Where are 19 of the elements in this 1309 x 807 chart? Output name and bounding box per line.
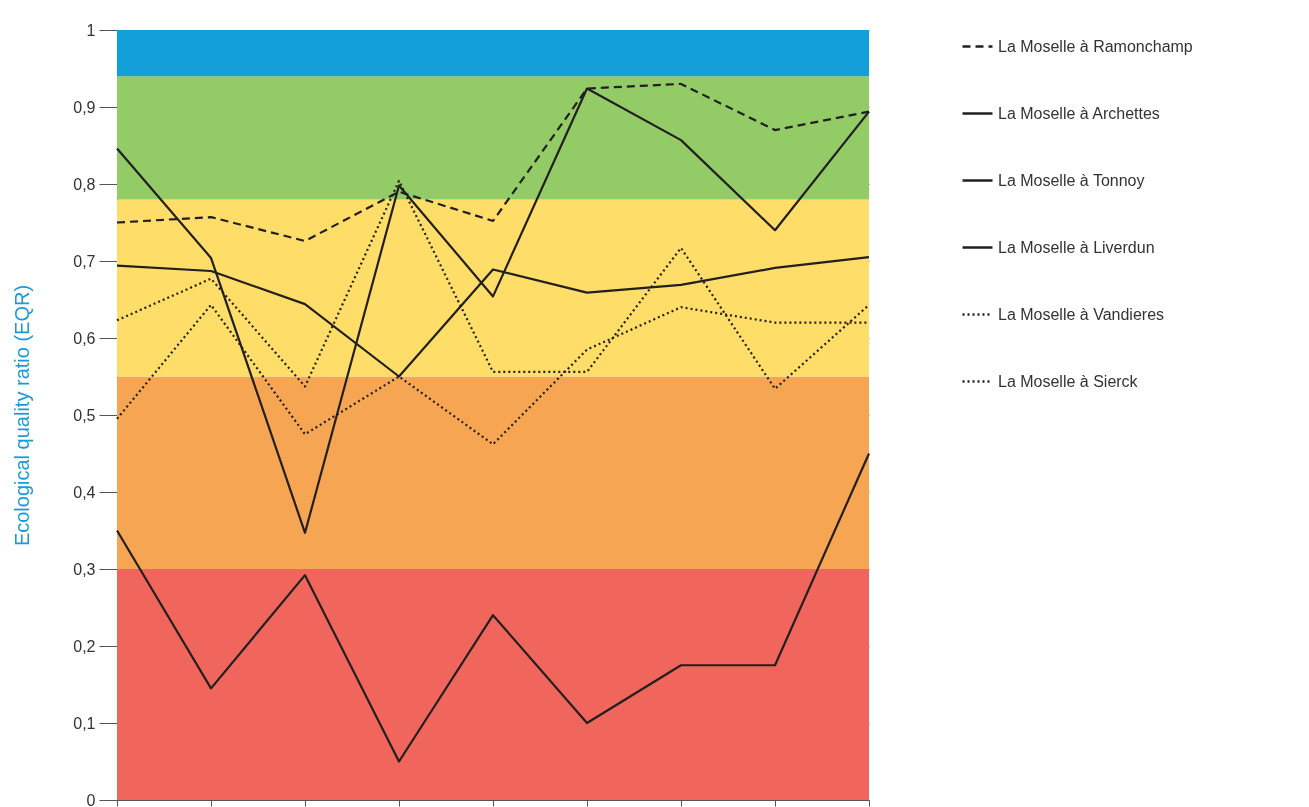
legend-label: La Moselle à Sierck	[998, 372, 1139, 390]
line-series	[115, 452, 871, 763]
y-tick-label: 0	[86, 791, 96, 807]
y-tick-label: 0,1	[73, 714, 96, 732]
y-tick-label: 0,4	[73, 483, 96, 501]
y-tick-label: 0,2	[73, 637, 96, 655]
legend-label: La Moselle à Archettes	[998, 104, 1160, 122]
legend-label: La Moselle à Vandieres	[998, 305, 1165, 323]
legend-label: La Moselle à Liverdun	[998, 238, 1155, 256]
y-tick-label: 0,6	[73, 329, 96, 347]
y-tick-label: 0,3	[73, 560, 96, 578]
y-tick-label: 0,7	[73, 252, 96, 270]
legend-label: La Moselle à Tonnoy	[998, 171, 1145, 189]
legend-label: La Moselle à Ramonchamp	[998, 37, 1193, 55]
y-tick-label: 0,5	[73, 406, 96, 424]
y-axis-title: Ecological quality ratio (EQR)	[11, 284, 34, 547]
y-tick-label: 1	[86, 21, 96, 39]
y-tick-label: 0,8	[73, 175, 96, 193]
y-tick-label: 0,9	[73, 98, 96, 116]
